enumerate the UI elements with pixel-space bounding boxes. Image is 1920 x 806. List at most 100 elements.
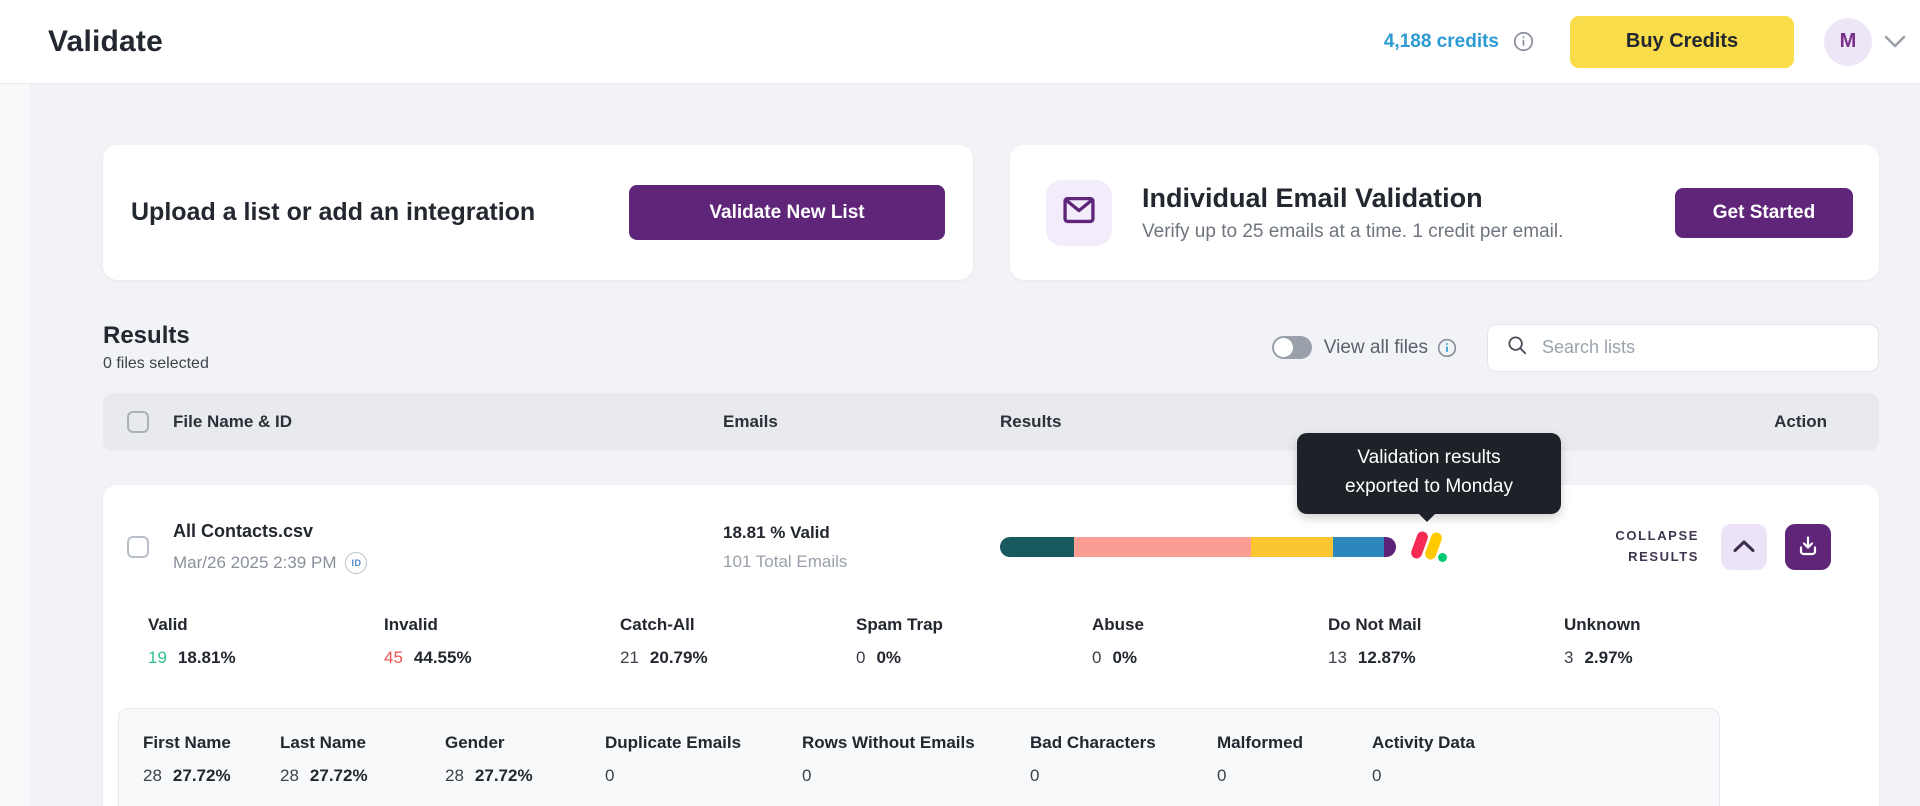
user-menu-chevron-down-icon[interactable] [1884,35,1906,49]
total-emails-text: 101 Total Emails [723,551,848,571]
top-bar: Validate 4,188 credits Buy Credits M [0,0,1920,84]
toggle-knob [1273,338,1293,357]
stat-malformed: Malformed 0 [1217,733,1372,806]
stat-label: Bad Characters [1030,733,1156,752]
column-header-emails: Emails [723,412,778,431]
stat-label: Duplicate Emails [605,733,742,752]
buy-credits-button[interactable]: Buy Credits [1570,15,1794,68]
stat-count: 21 [620,648,639,667]
stat-count: 28 [280,766,299,785]
avatar-initial: M [1839,30,1857,52]
search-input[interactable] [1542,337,1864,358]
column-header-file-name: File Name & ID [173,412,293,431]
stat-count: 0 [1030,766,1040,785]
page-title: Validate [48,24,163,58]
stat-percent: 20.79% [649,648,708,667]
stat-count: 0 [605,766,615,785]
stat-percent: 44.55% [413,648,472,667]
stat-count: 19 [148,648,167,667]
results-progress-bar [1000,537,1396,557]
credits-balance: 4,188 credits [1383,30,1499,52]
stat-count: 45 [384,648,403,667]
stat-unknown: Unknown 3 2.97% [1564,615,1800,668]
stat-do-not-mail: Do Not Mail 13 12.87% [1328,615,1564,668]
email-icon-box [1046,179,1112,246]
view-all-files-info-icon[interactable] [1437,338,1457,358]
stat-abuse: Abuse 0 0% [1092,615,1328,668]
stat-percent: 18.81% [177,648,236,667]
stat-label: Abuse [1092,615,1144,634]
files-selected-count: 0 files selected [103,355,209,372]
stat-percent: 27.72% [309,766,368,785]
stat-spam-trap: Spam Trap 0 0% [856,615,1092,668]
download-results-button[interactable] [1785,524,1831,570]
stat-label: Spam Trap [856,615,943,634]
stat-percent: 27.72% [172,766,231,785]
download-icon [1796,534,1820,561]
stat-duplicate-emails: Duplicate Emails 0 [605,733,802,806]
stat-count: 0 [856,648,866,667]
chevron-up-icon [1733,539,1755,556]
stat-percent: 27.72% [474,766,533,785]
stat-label: Gender [445,733,505,752]
file-id-badge[interactable]: ID [345,551,368,574]
collapse-results-button[interactable]: COLLAPSE RESULTS [1615,526,1699,568]
stat-percent: 0% [876,648,902,667]
monday-green-dot [1438,553,1447,562]
primary-stats-row: Valid 19 18.81% Invalid 45 44.55% Catch-Al… [103,589,1879,668]
stat-label: Activity Data [1372,733,1475,752]
tooltip-line1: Validation results [1357,447,1501,468]
stat-invalid: Invalid 45 44.55% [384,615,620,668]
view-all-files-toggle[interactable] [1271,336,1312,359]
stat-gender: Gender 28 27.72% [445,733,605,806]
search-box [1487,323,1879,372]
avatar[interactable]: M [1824,17,1872,66]
stat-percent: 12.87% [1357,648,1416,667]
results-title: Results [103,322,190,349]
stat-count: 0 [1092,648,1102,667]
view-all-files-label: View all files [1323,336,1428,358]
export-tooltip: Validation results exported to Monday [1297,433,1561,522]
stat-last-name: Last Name 28 27.72% [280,733,445,806]
stat-percent: 2.97% [1584,648,1633,667]
results-table-header: File Name & ID Emails Results Action [103,393,1879,451]
stat-label: Valid [148,615,188,634]
result-row-card: All Contacts.csv Mar/26 2025 2:39 PM ID … [103,485,1879,806]
progress-segment-catch-all [1250,537,1334,557]
valid-percent-text: 18.81 % Valid [723,522,830,542]
column-header-action: Action [1774,412,1827,431]
stat-valid: Valid 19 18.81% [148,615,384,668]
stat-count: 0 [1372,766,1382,785]
tooltip-line2: exported to Monday [1345,476,1513,498]
collapse-chevron-button[interactable] [1721,524,1767,570]
select-all-checkbox[interactable] [127,411,149,433]
stat-label: Rows Without Emails [802,733,975,752]
collapse-results-line2: RESULTS [1628,549,1699,564]
stat-label: Invalid [384,615,438,634]
row-checkbox[interactable] [127,536,149,558]
credits-info-icon[interactable] [1513,31,1534,52]
monday-logo-icon [1409,529,1447,565]
envelope-icon [1060,191,1098,234]
stat-first-name: First Name 28 27.72% [143,733,280,806]
stat-label: Catch-All [620,615,695,634]
stat-label: Malformed [1217,733,1303,752]
stat-count: 0 [802,766,812,785]
validate-new-list-button[interactable]: Validate New List [629,185,945,240]
get-started-button[interactable]: Get Started [1675,187,1853,238]
stat-label: Unknown [1564,615,1641,634]
progress-segment-unknown [1384,537,1396,557]
stat-percent: 0% [1112,648,1138,667]
search-icon [1506,334,1528,361]
upload-list-card: Upload a list or add an integration Vali… [103,145,973,280]
action-cards-row: Upload a list or add an integration Vali… [103,145,1879,280]
upload-card-title: Upload a list or add an integration [131,198,536,226]
stat-bad-characters: Bad Characters 0 [1030,733,1217,806]
stat-rows-without-emails: Rows Without Emails 0 [802,733,1030,806]
file-date: Mar/26 2025 2:39 PM [173,552,337,572]
individual-validation-subtitle: Verify up to 25 emails at a time. 1 cred… [1142,220,1564,242]
individual-validation-card: Individual Email Validation Verify up to… [1010,145,1879,280]
stat-label: Last Name [280,733,366,752]
secondary-stats-box: First Name 28 27.72% Last Name 28 27.72% G… [118,708,1720,806]
progress-segment-valid [1000,537,1075,557]
